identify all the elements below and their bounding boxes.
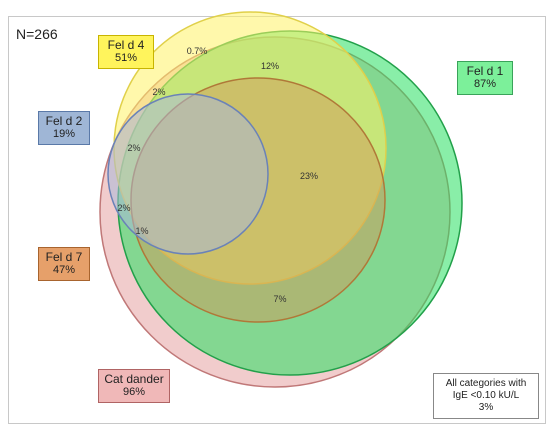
fel-d-2-label: Fel d 2 19% [38,111,90,145]
region-label: 7% [273,294,287,304]
negative-category-label: All categories with IgE <0.10 kU/L 3% [433,373,539,419]
fel-d-1-percent: 87% [473,78,497,90]
region-label: 12% [260,61,280,71]
fel-d-4-percent: 51% [114,52,138,64]
fel-d-7-percent: 47% [52,264,76,276]
fel-d-2-circle [107,93,269,255]
cat-dander-percent: 96% [122,386,146,398]
fel-d-2-percent: 19% [52,128,76,140]
region-label: 0.7% [186,46,208,56]
fel-d-7-label: Fel d 7 47% [38,247,90,281]
region-label: 2% [117,203,131,213]
fel-d-7-name: Fel d 7 [45,250,83,264]
region-label: 2% [152,87,166,97]
region-label: 1% [135,226,149,236]
cat-dander-label: Cat dander 96% [98,369,170,403]
fel-d-1-label: Fel d 1 87% [457,61,513,95]
region-label: 2% [127,143,141,153]
cat-dander-name: Cat dander [104,372,164,386]
fel-d-4-name: Fel d 4 [107,38,145,52]
negative-percent: 3% [478,402,494,413]
region-label: 23% [299,171,319,181]
fel-d-2-name: Fel d 2 [45,114,83,128]
negative-line-2: IgE <0.10 kU/L [452,390,520,401]
sample-size-label: N=266 [16,26,58,42]
negative-line-1: All categories with [445,378,527,389]
fel-d-1-name: Fel d 1 [466,64,504,78]
fel-d-4-label: Fel d 4 51% [98,35,154,69]
